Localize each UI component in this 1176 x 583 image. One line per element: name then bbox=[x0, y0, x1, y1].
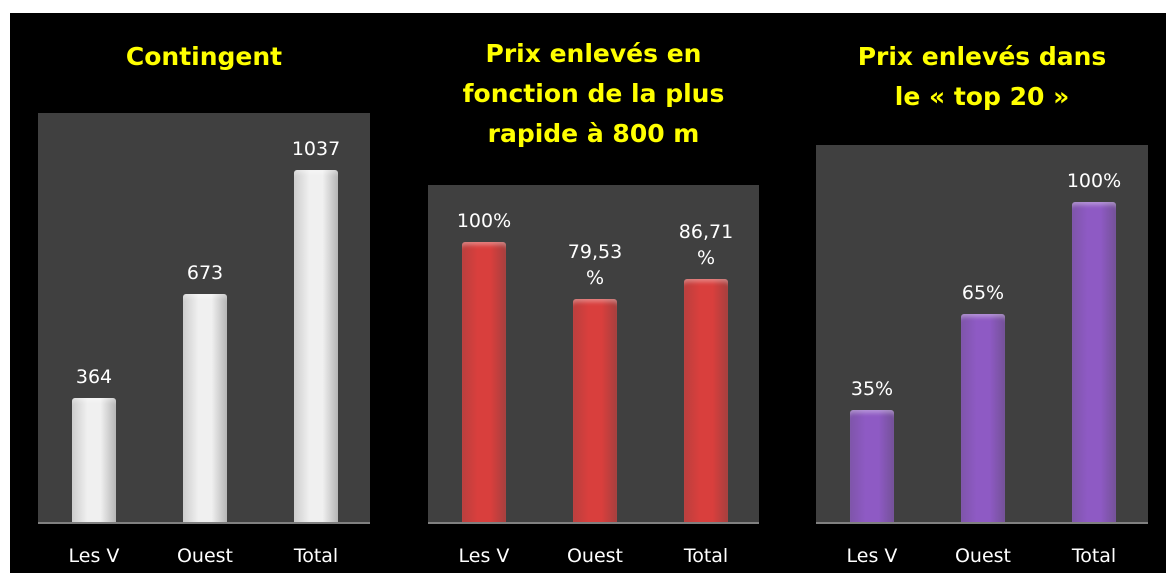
bar bbox=[183, 293, 227, 522]
x-tick-label: Les V bbox=[458, 545, 510, 567]
bar bbox=[72, 398, 116, 522]
chart-title: Contingent bbox=[125, 42, 283, 71]
x-tick-label: Total bbox=[683, 545, 729, 567]
chart-title: fonction de la plus bbox=[462, 79, 725, 108]
bar bbox=[294, 170, 338, 522]
data-label: 1037 bbox=[291, 138, 341, 160]
data-label: 100% bbox=[456, 210, 512, 232]
bar bbox=[850, 410, 894, 522]
x-tick-label: Ouest bbox=[954, 545, 1012, 567]
x-tick-label: Les V bbox=[846, 545, 898, 567]
chart-title: rapide à 800 m bbox=[487, 119, 700, 148]
chart-title: Prix enlevés en bbox=[485, 39, 702, 68]
data-label: 65% bbox=[961, 282, 1005, 304]
bar bbox=[462, 242, 506, 522]
x-tick-label: Total bbox=[1071, 545, 1117, 567]
bar bbox=[684, 279, 728, 522]
bar bbox=[573, 299, 617, 522]
bar bbox=[1072, 202, 1116, 522]
bar bbox=[961, 314, 1005, 522]
data-label: 364 bbox=[75, 366, 113, 389]
x-tick-label: Les V bbox=[68, 545, 120, 567]
data-label: 35% bbox=[850, 378, 894, 400]
data-label: 673 bbox=[186, 261, 224, 284]
chart-title: Prix enlevés dans bbox=[857, 42, 1107, 71]
x-tick-label: Total bbox=[293, 545, 339, 567]
data-label: 86,71 % bbox=[678, 221, 734, 270]
chart-title: le « top 20 » bbox=[894, 82, 1070, 111]
data-label: 79,53 % bbox=[567, 241, 623, 290]
x-tick-label: Ouest bbox=[176, 545, 234, 567]
data-label: 100% bbox=[1066, 170, 1122, 192]
x-tick-label: Ouest bbox=[566, 545, 624, 567]
